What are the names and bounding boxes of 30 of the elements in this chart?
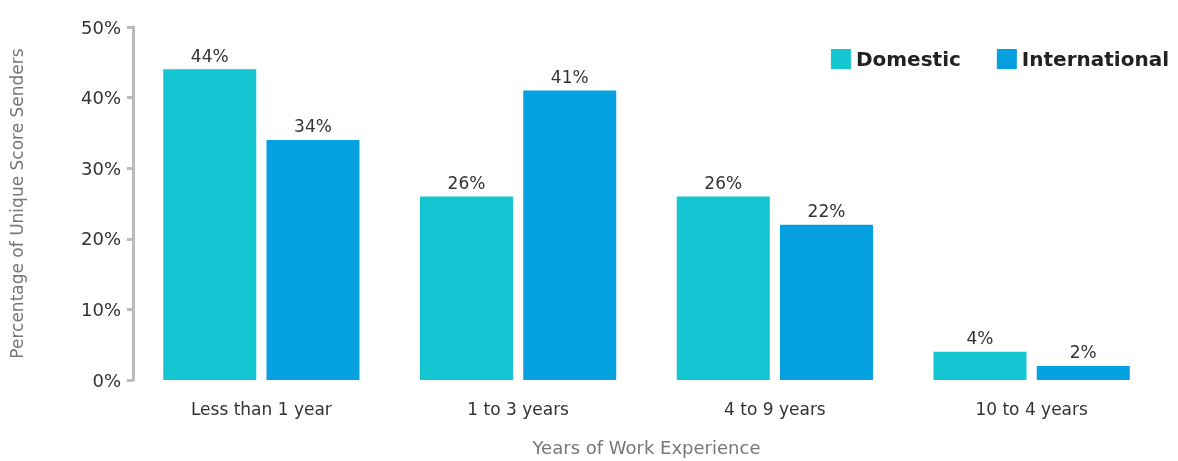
x-tick-label: 4 to 9 years xyxy=(724,398,826,419)
bar xyxy=(163,69,257,380)
x-tick-label: 1 to 3 years xyxy=(467,398,570,419)
y-tick-label: 20% xyxy=(80,228,121,250)
bar xyxy=(933,351,1027,380)
y-axis-title: Percentage of Unique Score Senders xyxy=(6,48,27,359)
data-label: 44% xyxy=(190,45,229,66)
x-tick-label: 10 to 4 years xyxy=(975,398,1089,419)
y-tick-label: 40% xyxy=(80,87,121,109)
legend-label: Domestic xyxy=(855,47,961,71)
y-tick-label: 50% xyxy=(80,16,121,38)
y-tick-label: 0% xyxy=(92,369,121,391)
bar xyxy=(420,196,514,380)
y-tick-label: 10% xyxy=(80,298,121,320)
data-label: 4% xyxy=(966,328,994,349)
bar xyxy=(523,90,617,380)
data-label: 41% xyxy=(550,67,589,88)
legend-label: International xyxy=(1021,47,1170,71)
y-tick-label: 30% xyxy=(80,157,121,179)
data-label: 2% xyxy=(1069,342,1097,363)
data-label: 26% xyxy=(704,172,743,193)
x-axis-title: Years of Work Experience xyxy=(531,436,761,458)
data-label: 26% xyxy=(447,172,486,193)
bar xyxy=(266,139,360,380)
bar xyxy=(676,196,770,380)
x-tick-label: Less than 1 year xyxy=(190,398,332,419)
bar xyxy=(1036,365,1130,380)
bar xyxy=(779,224,873,380)
data-label: 34% xyxy=(294,116,332,137)
data-label: 22% xyxy=(807,201,846,222)
